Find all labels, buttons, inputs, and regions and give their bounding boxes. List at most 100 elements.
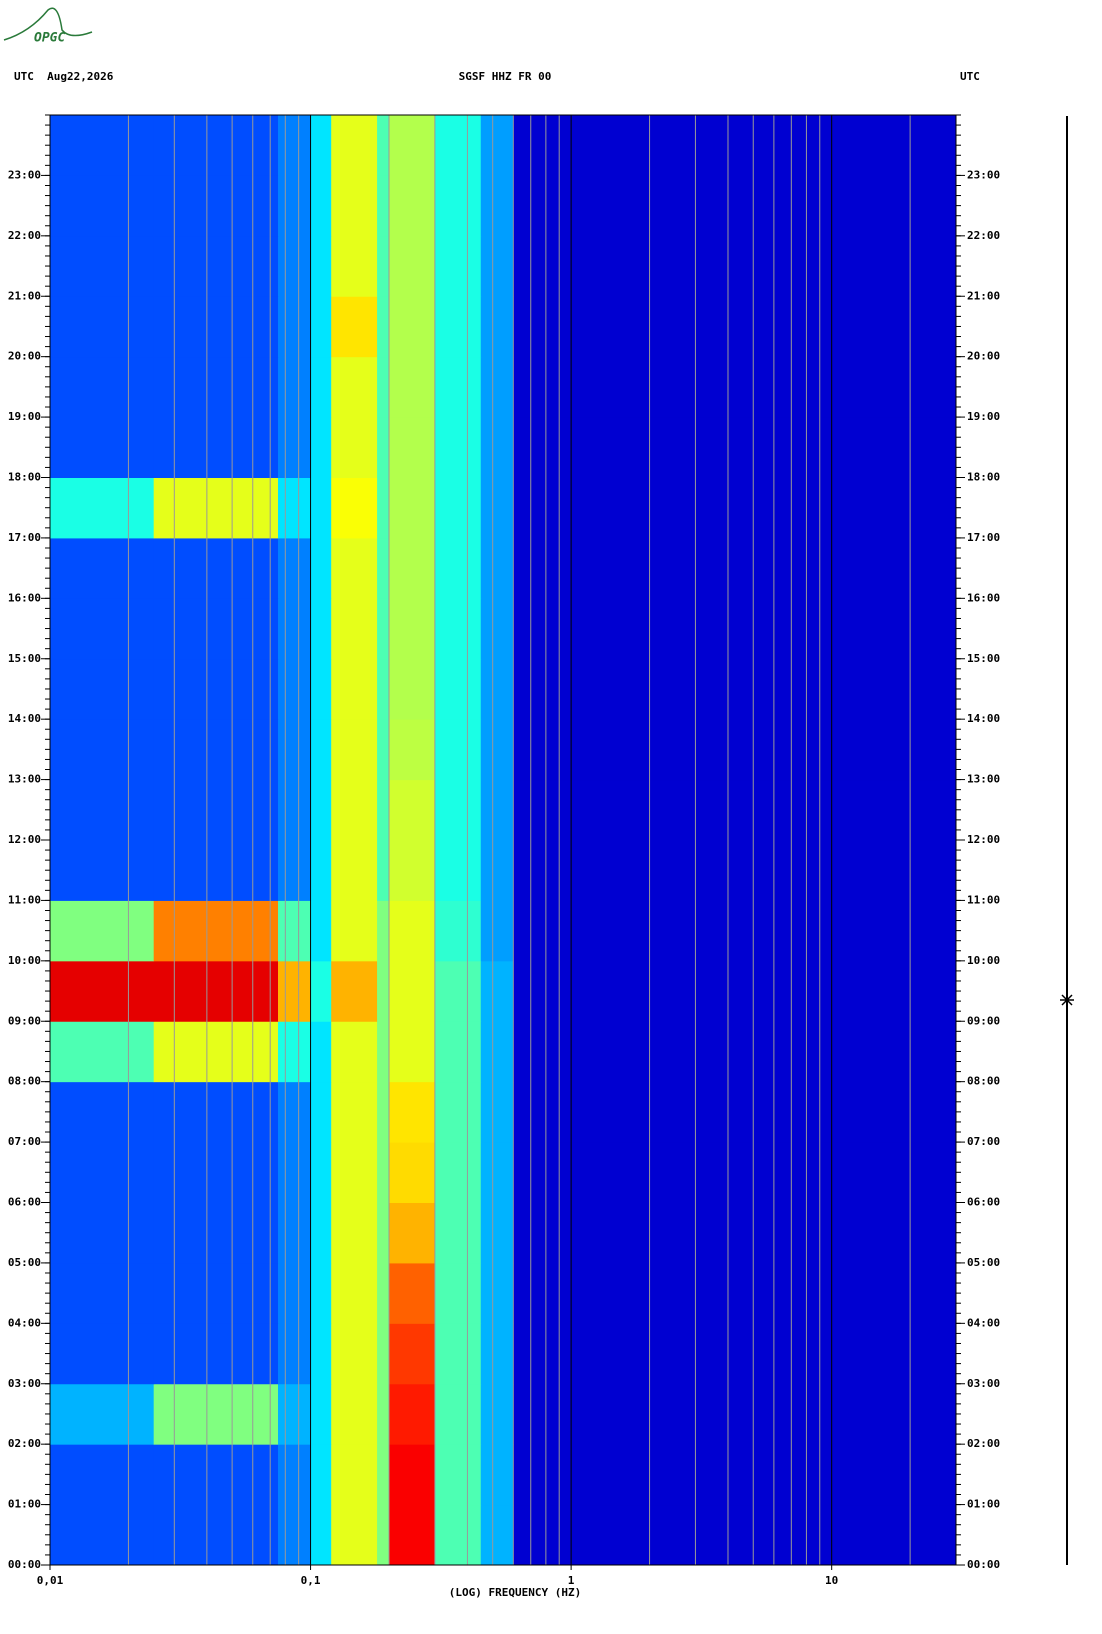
y-tick-label: 01:00 xyxy=(8,1498,41,1511)
heatmap-cell xyxy=(232,1262,279,1324)
heatmap-cell xyxy=(388,1021,436,1083)
y-tick-label: 22:00 xyxy=(967,229,1000,242)
heatmap-cell xyxy=(377,1383,390,1445)
heatmap-cell xyxy=(331,235,378,297)
heatmap-cell xyxy=(310,1504,332,1566)
heatmap-cell xyxy=(331,175,378,237)
heatmap-cell xyxy=(480,175,514,237)
x-tick-label: 0,1 xyxy=(301,1574,321,1587)
heatmap-cell xyxy=(232,296,279,358)
heatmap-cell xyxy=(153,779,233,841)
heatmap-cell xyxy=(232,598,279,660)
heatmap-cell xyxy=(480,417,514,478)
heatmap-cell xyxy=(434,1262,482,1324)
heatmap-cell xyxy=(331,1262,378,1324)
heatmap-cell xyxy=(232,1323,279,1385)
heatmap-cell xyxy=(377,960,390,1022)
heatmap-cell xyxy=(310,598,332,660)
heatmap-cell xyxy=(153,1142,233,1203)
heatmap-cell xyxy=(331,779,378,841)
y-tick-label: 10:00 xyxy=(967,954,1000,967)
heatmap-cell xyxy=(388,658,436,720)
heatmap-cell xyxy=(377,1504,390,1566)
y-tick-label: 03:00 xyxy=(967,1377,1000,1390)
heatmap-cell xyxy=(50,1323,155,1385)
heatmap-cell xyxy=(310,537,332,599)
heatmap-cell xyxy=(331,1323,378,1385)
y-tick-label: 23:00 xyxy=(967,168,1000,181)
heatmap-cell xyxy=(278,1021,312,1083)
heatmap-cell xyxy=(310,1383,332,1445)
heatmap-cell xyxy=(153,1383,233,1445)
heatmap-cell xyxy=(377,296,390,358)
heatmap-cell xyxy=(513,417,957,478)
heatmap-cell xyxy=(377,900,390,962)
heatmap-cell xyxy=(388,598,436,660)
heatmap-cell xyxy=(232,719,279,781)
heatmap-cell xyxy=(153,1444,233,1506)
y-tick-label: 08:00 xyxy=(8,1075,41,1088)
heatmap-cell xyxy=(331,900,378,962)
heatmap-cell xyxy=(50,960,155,1022)
y-tick-label: 14:00 xyxy=(967,712,1000,725)
heatmap-cell xyxy=(232,1202,279,1264)
heatmap-cell xyxy=(278,296,312,358)
heatmap-cell xyxy=(513,840,957,901)
heatmap-cell xyxy=(480,1323,514,1385)
y-tick-label: 16:00 xyxy=(8,591,41,604)
heatmap-cell xyxy=(513,779,957,841)
heatmap-cell xyxy=(513,537,957,599)
heatmap-cell xyxy=(232,235,279,297)
heatmap-cell xyxy=(480,356,514,418)
heatmap-cell xyxy=(50,779,155,841)
heatmap-cell xyxy=(50,537,155,599)
heatmap-cell xyxy=(232,1142,279,1203)
heatmap-cell xyxy=(513,1081,957,1143)
heatmap-cell xyxy=(232,900,279,962)
y-tick-label: 15:00 xyxy=(967,652,1000,665)
heatmap-cell xyxy=(310,960,332,1022)
heatmap-cell xyxy=(513,1262,957,1324)
heatmap-cell xyxy=(480,960,514,1022)
heatmap-cell xyxy=(310,1323,332,1385)
heatmap-cell xyxy=(331,1021,378,1083)
heatmap-cell xyxy=(388,1262,436,1324)
heatmap-cell xyxy=(232,1383,279,1445)
y-tick-label: 15:00 xyxy=(8,652,41,665)
heatmap-cell xyxy=(377,1323,390,1385)
heatmap-cell xyxy=(153,356,233,418)
heatmap-cell xyxy=(434,477,482,539)
y-tick-label: 21:00 xyxy=(8,289,41,302)
logo: OPGC xyxy=(34,31,65,46)
heatmap-cell xyxy=(50,840,155,901)
heatmap-cell xyxy=(278,175,312,237)
x-axis-label: (LOG) FREQUENCY (HZ) xyxy=(449,1586,581,1599)
heatmap-cell xyxy=(232,115,279,176)
heatmap-cell xyxy=(153,900,233,962)
heatmap-cell xyxy=(388,417,436,478)
heatmap-cell xyxy=(310,235,332,297)
heatmap-cell xyxy=(232,960,279,1022)
y-tick-label: 02:00 xyxy=(967,1437,1000,1450)
heatmap-cell xyxy=(278,1383,312,1445)
heatmap-cell xyxy=(434,900,482,962)
heatmap-cell xyxy=(388,537,436,599)
y-tick-label: 04:00 xyxy=(8,1316,41,1329)
heatmap-cell xyxy=(331,840,378,901)
heatmap-cell xyxy=(310,658,332,720)
seismogram-event xyxy=(1060,994,1074,1006)
heatmap-cell xyxy=(50,1444,155,1506)
y-tick-label: 07:00 xyxy=(8,1135,41,1148)
y-tick-label: 13:00 xyxy=(967,773,1000,786)
heatmap-cell xyxy=(513,477,957,539)
heatmap-cell xyxy=(480,1081,514,1143)
y-tick-label: 05:00 xyxy=(967,1256,1000,1269)
y-tick-label: 06:00 xyxy=(967,1196,1000,1209)
heatmap-cell xyxy=(388,1081,436,1143)
heatmap-cell xyxy=(310,900,332,962)
heatmap-cell xyxy=(310,175,332,237)
heatmap-cell xyxy=(50,235,155,297)
heatmap-cell xyxy=(153,296,233,358)
heatmap-cell xyxy=(388,960,436,1022)
